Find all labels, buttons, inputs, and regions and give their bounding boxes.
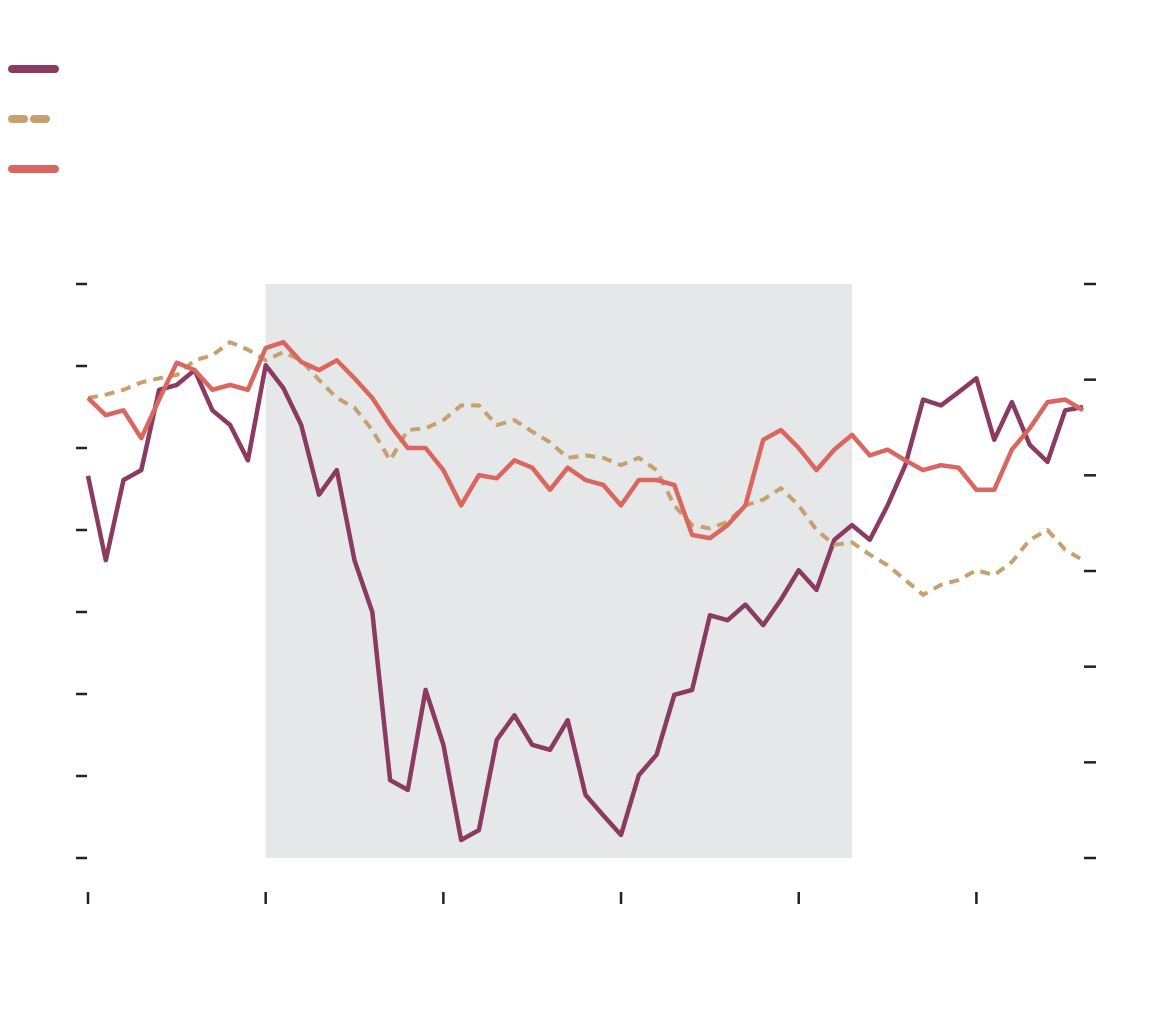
series-line <box>87 340 1085 597</box>
series-line <box>85 362 1084 843</box>
series-line <box>86 339 1085 541</box>
shaded-region <box>265 284 853 858</box>
